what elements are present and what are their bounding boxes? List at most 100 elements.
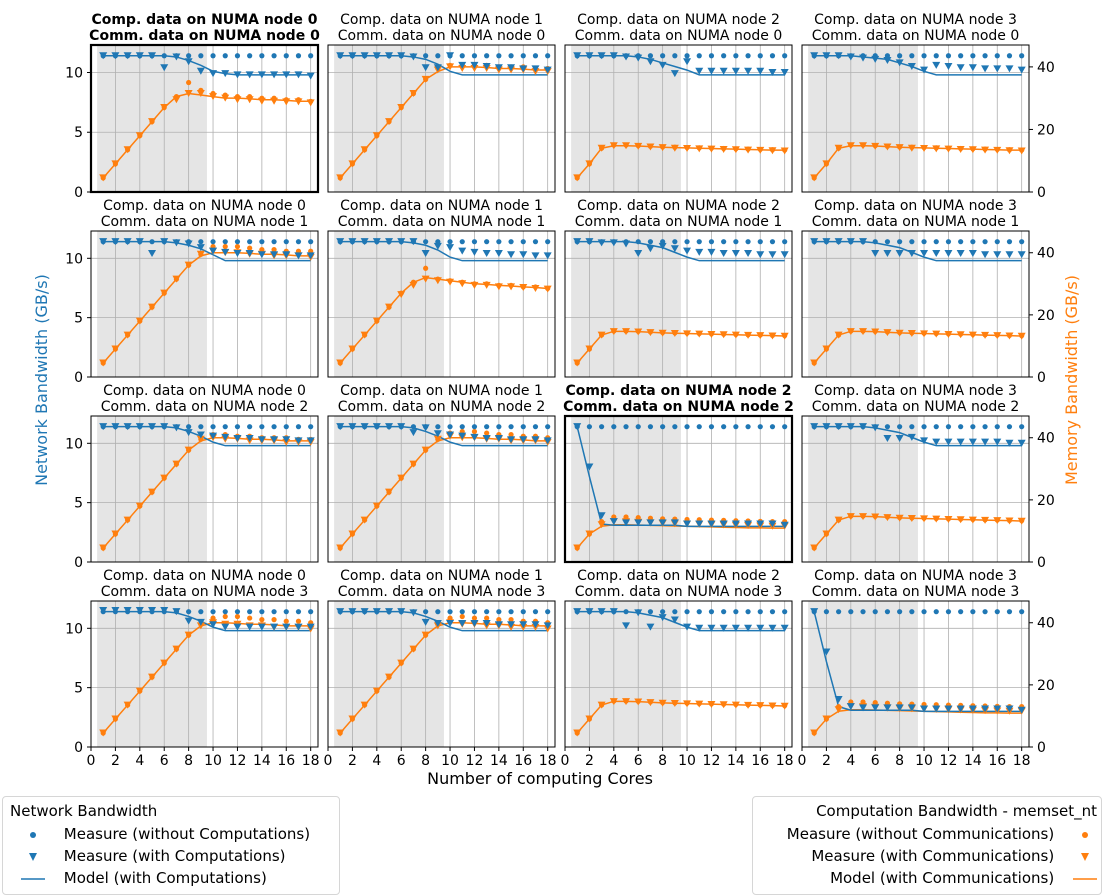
network-with-point <box>573 423 582 431</box>
x-tick-label: 4 <box>846 753 855 769</box>
network-with-point <box>270 623 279 631</box>
network-with-point <box>883 250 892 258</box>
network-alone-point <box>259 53 265 59</box>
network-alone-point <box>635 239 641 245</box>
network-alone-point <box>769 53 776 59</box>
network-alone-point <box>410 424 417 430</box>
network-with-point <box>111 423 120 431</box>
memory-with-point <box>409 281 418 289</box>
network-alone-point <box>545 424 551 430</box>
memory-with-point <box>372 317 381 325</box>
x-tick-label: 2 <box>111 753 120 769</box>
network-with-point <box>573 608 582 616</box>
memory-with-point <box>99 544 108 552</box>
memory-with-point <box>585 345 594 353</box>
network-with-point <box>846 423 855 431</box>
memory-with-point <box>719 145 728 153</box>
network-alone-point <box>769 424 776 430</box>
x-tick-label: 8 <box>895 753 904 769</box>
memory-with-point <box>148 118 157 126</box>
memory-with-point <box>233 96 242 104</box>
network-alone-point <box>921 609 927 615</box>
memory-with-point <box>99 359 108 367</box>
memory-with-point <box>482 281 491 289</box>
network-with-point <box>573 238 582 246</box>
x-tick-label: 2 <box>585 753 594 769</box>
network-alone-point <box>271 53 277 59</box>
network-alone-point <box>708 239 715 245</box>
memory-with-point <box>810 729 819 737</box>
memory-with-point <box>993 332 1002 340</box>
network-alone-point <box>198 424 204 430</box>
memory-with-point <box>1005 517 1014 525</box>
memory-with-point <box>968 146 977 154</box>
memory-with-point <box>385 673 394 681</box>
subplot-frame <box>327 230 556 378</box>
legend-triangle-marker <box>29 852 37 861</box>
memory-alone-point <box>508 432 514 438</box>
network-with-point <box>810 52 819 60</box>
y-tick-label: 10 <box>65 251 83 267</box>
memory-with-point <box>1017 147 1026 155</box>
network-with-point <box>531 621 540 629</box>
network-with-point <box>519 251 528 259</box>
network-with-point <box>360 238 369 246</box>
network-with-point <box>282 251 291 259</box>
x-tick-label: 14 <box>727 753 745 769</box>
network-alone-point <box>459 239 465 245</box>
network-with-point <box>768 520 777 528</box>
y-tick-label: 0 <box>74 555 83 571</box>
memory-alone-point <box>423 265 429 271</box>
x-tick-label: 0 <box>324 753 333 769</box>
network-with-point <box>834 238 843 246</box>
legend-mem-with: Measure (with Communications) <box>811 847 1097 865</box>
memory-with-point <box>585 715 594 723</box>
network-with-point <box>482 63 491 71</box>
memory-with-point <box>433 277 442 285</box>
x-tick-label: 2 <box>348 753 357 769</box>
memory-legend: Computation Bandwidth - memset_nt Measur… <box>752 796 1102 895</box>
network-with-point <box>135 238 144 246</box>
legend-mem-model: Model (with Communications) <box>830 869 1097 887</box>
network-alone-point <box>623 424 629 430</box>
right-y-tick-label: 0 <box>1037 740 1046 756</box>
network-with-point <box>397 52 406 60</box>
network-alone-point <box>447 239 453 245</box>
memory-with-point <box>646 699 655 707</box>
network-with-point <box>531 436 540 444</box>
network-with-point <box>184 240 193 248</box>
memory-with-point <box>744 701 753 709</box>
memory-with-point <box>822 160 831 168</box>
memory-with-point <box>622 328 631 336</box>
network-with-point <box>421 424 430 432</box>
network-with-point <box>294 623 303 631</box>
network-with-point <box>744 520 753 528</box>
subplot-title-comp: Comp. data on NUMA node 0 <box>91 12 317 28</box>
network-alone-point <box>532 609 539 615</box>
network-with-point <box>446 52 455 60</box>
memory-with-point <box>944 515 953 523</box>
network-with-point <box>470 620 479 628</box>
network-with-point <box>597 512 606 520</box>
network-with-point <box>622 240 631 248</box>
memory-with-point <box>336 174 345 182</box>
subplot-title-comm: Comm. data on NUMA node 1 <box>338 214 546 230</box>
network-with-point <box>756 251 765 259</box>
network-with-point <box>634 519 643 527</box>
memory-with-point <box>573 359 582 367</box>
network-with-point <box>270 436 279 444</box>
network-with-point <box>221 248 230 256</box>
memory-with-point <box>658 329 667 337</box>
memory-with-point <box>907 515 916 523</box>
network-alone-point <box>745 609 751 615</box>
network-alone-point <box>186 424 192 430</box>
network-alone-point <box>782 424 788 430</box>
memory-with-point <box>695 145 704 153</box>
network-with-point <box>160 606 169 614</box>
network-alone-point <box>210 424 216 430</box>
memory-with-point <box>883 514 892 522</box>
memory-with-point <box>507 283 516 291</box>
network-with-point <box>111 606 120 614</box>
memory-alone-point <box>234 613 241 620</box>
network-alone-point <box>921 53 927 59</box>
